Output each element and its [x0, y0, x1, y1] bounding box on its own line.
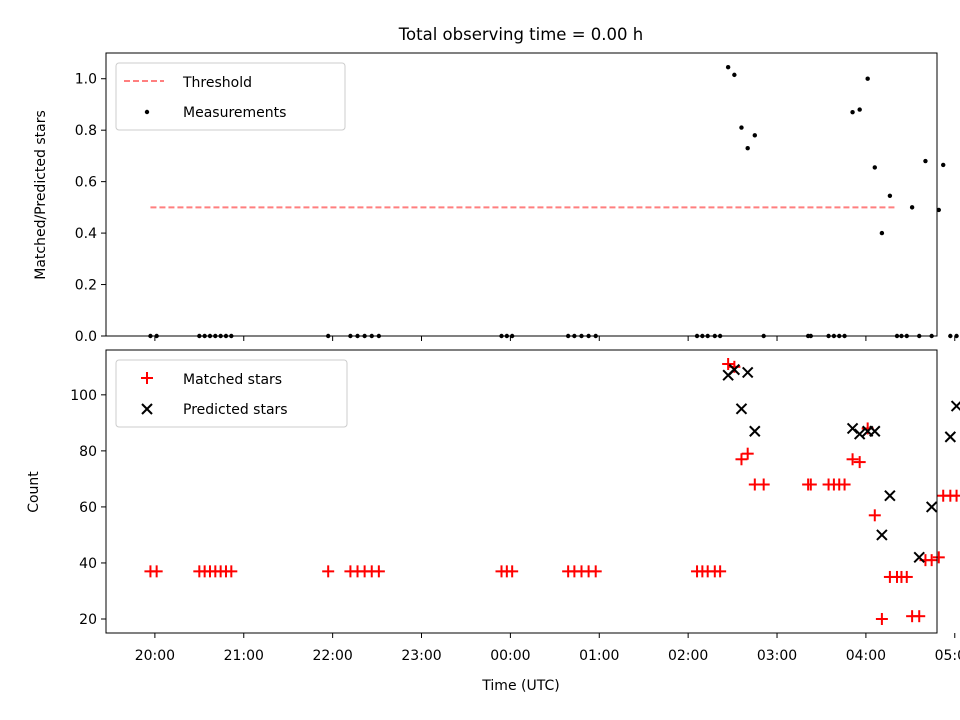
predicted-star-point	[735, 403, 748, 415]
matched-star-point	[853, 456, 866, 469]
predicted-star-point	[869, 425, 881, 437]
x-tick-label: 20:00	[135, 648, 175, 664]
predicted-star-point	[913, 551, 925, 564]
matched-star-point	[722, 358, 735, 371]
count-y-tick-label: 60	[79, 500, 97, 516]
matched-star-point	[714, 565, 727, 578]
x-axis-label: Time (UTC)	[481, 678, 559, 694]
predicted-legend-marker	[141, 403, 153, 415]
predicted-legend-label: Predicted stars	[183, 402, 288, 418]
count-y-tick-label: 80	[79, 444, 97, 460]
threshold-legend-label: Threshold	[182, 75, 252, 91]
matched-star-point	[735, 453, 748, 466]
count-axes-frame	[105, 349, 938, 634]
measurement-point	[850, 109, 855, 115]
x-tick-label: 03:00	[757, 648, 797, 664]
matched-star-point	[913, 610, 926, 623]
ratio-panel: 0.0 0.2 0.4 0.6 0.8 1.0 Matched/Predicted sta…	[33, 52, 959, 345]
predicted-star-point	[853, 428, 866, 440]
matched-star-point	[900, 570, 913, 583]
count-y-tick-label: 20	[79, 612, 97, 628]
matched-star-point	[846, 453, 859, 466]
measurement-point	[909, 205, 915, 210]
predicted-star-point	[925, 501, 938, 513]
count-y-axis-label: Count	[26, 471, 42, 513]
ratio-y-tick-label: 0.4	[75, 226, 97, 242]
ratio-legend: Threshold Measurements	[115, 62, 346, 131]
measurements-legend-marker	[144, 109, 150, 115]
figure-title: Total observing time = 0.00 h	[398, 25, 643, 44]
x-tick-label: 23:00	[401, 648, 441, 664]
x-tick-label: 02:00	[668, 648, 708, 664]
matched-star-point	[506, 565, 519, 578]
ratio-y-axis-label: Matched/Predicted stars	[33, 110, 49, 280]
count-y-tick-label: 100	[70, 388, 97, 404]
predicted-star-point	[741, 366, 754, 379]
measurements-legend-label: Measurements	[183, 105, 286, 121]
matched-star-point	[757, 478, 770, 491]
count-legend: Matched stars Predicted stars	[115, 359, 348, 428]
count-y-tick-label: 40	[79, 556, 97, 572]
matched-star-point	[322, 565, 335, 578]
measurement-point	[887, 193, 893, 198]
count-panel: 20 40 60 80 100 20:00 21:00 22:00 23:00 00:00 01:…	[26, 349, 960, 694]
x-tick-label: 00:00	[490, 648, 530, 664]
measurement-point	[923, 158, 928, 164]
matched-star-point	[804, 478, 817, 491]
measurement-point	[879, 230, 885, 236]
measurement-point	[732, 72, 737, 78]
predicted-star-point	[876, 529, 888, 541]
ratio-y-tick-label: 1.0	[75, 72, 97, 88]
matched-legend-label: Matched stars	[183, 372, 282, 388]
matched-star-point	[589, 565, 602, 578]
measurement-point	[941, 162, 946, 168]
matched-legend-glyph	[141, 372, 153, 384]
matched-star-point	[875, 612, 888, 625]
count-y-axis: 20 40 60 80 100	[70, 388, 106, 628]
ratio-x-axis	[154, 336, 956, 341]
measurement-point	[752, 133, 758, 138]
measurement-point	[872, 165, 877, 170]
measurement-point	[954, 333, 959, 339]
predicted-star-point	[728, 363, 741, 376]
matched-star-point	[741, 447, 754, 460]
predicted-star-point	[749, 425, 761, 437]
ratio-y-tick-label: 0.6	[75, 175, 97, 191]
predicted-star-point	[846, 422, 859, 435]
matched-star-point	[868, 509, 881, 522]
measurement-point	[857, 107, 862, 112]
ratio-y-tick-label: 0.0	[75, 329, 97, 345]
ratio-axes-frame	[105, 52, 938, 337]
count-plot-area	[144, 358, 960, 625]
predicted-legend-glyph	[141, 403, 153, 415]
count-legend-box	[115, 359, 348, 428]
measurement-point	[745, 145, 750, 151]
predicted-star-point	[944, 431, 957, 443]
x-tick-label: 21:00	[224, 648, 264, 664]
x-tick-label: 04:00	[846, 648, 886, 664]
x-tick-label: 22:00	[312, 648, 352, 664]
measurement-point	[865, 76, 870, 81]
x-tick-label: 05:00	[935, 648, 960, 664]
ratio-y-tick-label: 0.8	[75, 123, 97, 139]
matched-star-point	[925, 554, 938, 567]
matched-star-point	[225, 565, 238, 578]
matched-star-point	[932, 551, 945, 564]
measurement-point	[936, 207, 941, 213]
matched-legend-marker	[141, 372, 153, 384]
ratio-y-tick-label: 0.2	[75, 278, 97, 294]
count-x-axis: 20:00 21:00 22:00 23:00 00:00 01:00 02:00 03:00…	[135, 633, 960, 664]
ratio-legend-box	[115, 62, 346, 131]
matched-star-point	[950, 489, 960, 502]
measurement-point	[725, 64, 731, 70]
ratio-y-axis: 0.0 0.2 0.4 0.6 0.8 1.0	[75, 72, 106, 345]
matched-star-point	[838, 478, 851, 491]
predicted-star-point	[884, 489, 896, 502]
measurement-point	[948, 333, 953, 339]
matched-star-point	[372, 565, 385, 578]
matched-star-point	[150, 565, 163, 578]
measurement-point	[739, 125, 744, 130]
x-tick-label: 01:00	[579, 648, 619, 664]
